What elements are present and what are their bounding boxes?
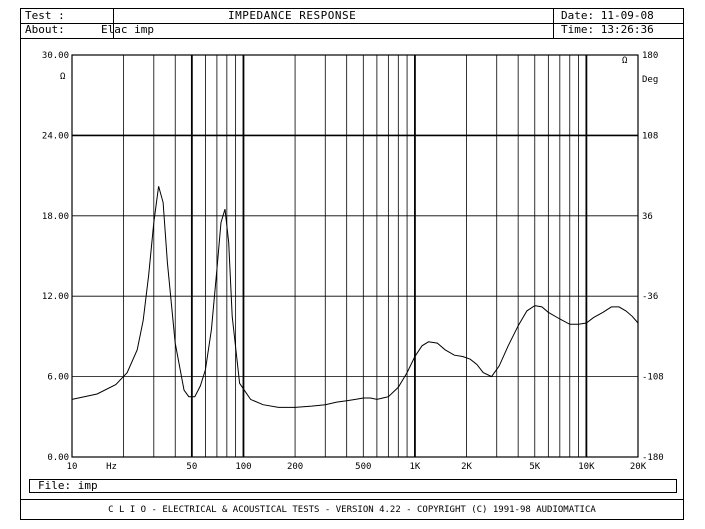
test-label: Test :	[25, 9, 65, 22]
x-tick-label: 50	[186, 462, 197, 472]
x-tick-label: 10K	[578, 462, 595, 472]
x-tick-label: 200	[287, 462, 303, 472]
file-line: File: imp	[29, 479, 677, 493]
y2-tick-label: -108	[642, 373, 664, 383]
y-unit-label: Ω	[60, 72, 66, 82]
header-label-cell: Test : About:	[21, 9, 114, 38]
x-tick-label: 100	[235, 462, 251, 472]
plot-border	[71, 54, 639, 458]
x-tick-label: 500	[355, 462, 371, 472]
y-tick-label: 0.00	[47, 453, 69, 463]
y2-tick-label: -36	[642, 292, 658, 302]
x-tick-label: 10	[67, 462, 78, 472]
y2-marker-label: Ω	[622, 56, 628, 66]
y2-unit-label: Deg	[642, 75, 658, 85]
y2-tick-label: 180	[642, 51, 658, 61]
file-name: File: imp	[38, 479, 98, 492]
y-tick-label: 30.00	[42, 51, 69, 61]
y-tick-label: 24.00	[42, 131, 69, 141]
y-tick-label: 6.00	[47, 373, 69, 383]
y2-tick-label: 36	[642, 212, 653, 222]
x-unit-label: Hz	[106, 462, 117, 472]
x-tick-label: 5K	[529, 462, 540, 472]
y2-tick-label: 108	[642, 131, 658, 141]
header-divider	[21, 23, 683, 24]
x-tick-label: 20K	[630, 462, 647, 472]
time-text: Time: 13:26:36	[561, 23, 654, 36]
x-tick-label: 1K	[410, 462, 421, 472]
header-datetime-cell: Date: 11-09-08 Time: 13:26:36	[553, 9, 683, 38]
impedance-curve	[71, 186, 639, 408]
y-tick-label: 18.00	[42, 212, 69, 222]
footer-banner: C L I O - ELECTRICAL & ACOUSTICAL TESTS …	[21, 499, 683, 520]
grid-lines	[72, 55, 638, 457]
y-axis-ticks: 0.00 6.00 12.00 18.00 24.00 30.00	[42, 51, 69, 463]
about-label: About:	[25, 23, 65, 36]
y2-axis-ticks: -180 -108 -36 36 108 180	[642, 51, 664, 463]
header-table: Test : About: IMPEDANCE RESPONSE Elac im…	[21, 9, 683, 39]
chart-title: IMPEDANCE RESPONSE	[228, 9, 357, 22]
about-value: Elac imp	[101, 23, 154, 36]
chart-frame: Test : About: IMPEDANCE RESPONSE Elac im…	[20, 8, 684, 520]
y2-tick-label: -180	[642, 453, 664, 463]
x-axis-ticks: 10 50 100 200 500 1K 2K 5K 10K 20K	[67, 462, 647, 472]
x-tick-label: 2K	[461, 462, 472, 472]
date-text: Date: 11-09-08	[561, 9, 654, 22]
y-tick-label: 12.00	[42, 292, 69, 302]
